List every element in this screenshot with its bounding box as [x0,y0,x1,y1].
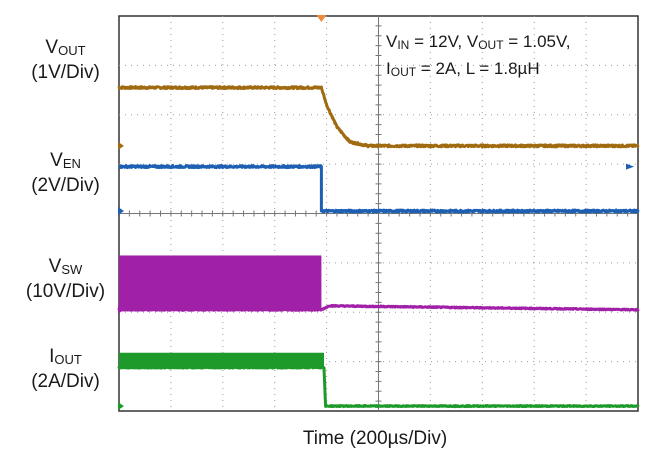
trigger-marker-icon [316,15,327,22]
annotation-part-2: = 12V, V [409,32,479,51]
annotation-part-3: OUT [478,38,504,52]
switching-band-2 [119,255,322,310]
channel-marker-3 [118,402,124,411]
vsw-label: VSW (10V/Div) [25,256,106,302]
trace-2 [117,303,640,312]
channel-marker-1 [118,207,124,216]
channel-marker-0 [118,141,124,150]
vout-label: VOUT (1V/Div) [31,37,100,83]
trace-0 [117,85,640,149]
iout-label: IOUT (2A/Div) [31,346,100,392]
annotation-part-4: = 1.05V, [503,32,571,51]
trace-3 [117,365,640,409]
annotation-part-1: IN [397,38,410,52]
annotation-part-0: I [386,59,391,78]
annotation-part-0: V [386,32,398,51]
annotation-line-2: IOUT = 2A, L = 1.8µH [386,57,571,84]
annotation-part-2: = 2A, L = 1.8µH [416,59,540,78]
x-axis-label: Time (200µs/Div) [302,428,448,449]
trace-1 [118,164,640,214]
ripple-band-3 [119,352,325,367]
ven-label: VEN (2V/Div) [31,150,100,196]
annotation-part-1: OUT [390,65,417,79]
test-conditions-annotation: VIN = 12V, VOUT = 1.05V, IOUT = 2A, L = … [386,30,571,84]
annotation-line-1: VIN = 12V, VOUT = 1.05V, [386,30,571,57]
level-arrow-icon [626,163,634,170]
